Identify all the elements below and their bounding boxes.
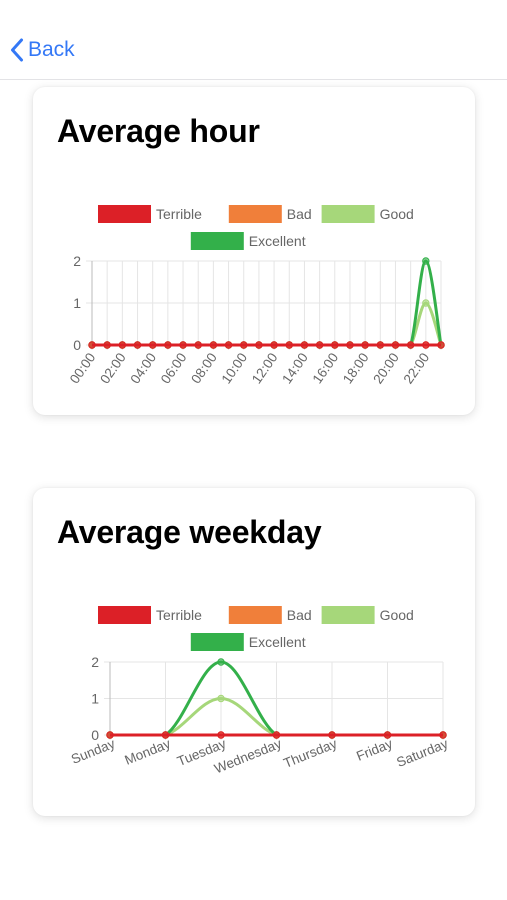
x-tick-label: 20:00 xyxy=(370,350,402,386)
data-point-terrible xyxy=(148,341,157,349)
data-point-terrible xyxy=(437,341,445,349)
data-point-terrible xyxy=(272,731,281,739)
legend-swatch-terrible xyxy=(98,205,151,223)
data-point-terrible xyxy=(118,341,127,349)
y-tick-label: 1 xyxy=(73,295,81,311)
x-tick-label: 16:00 xyxy=(310,350,342,386)
x-tick-label: 18:00 xyxy=(340,350,372,386)
x-tick-label: 08:00 xyxy=(188,350,220,386)
legend-label-bad: Bad xyxy=(287,206,312,222)
average-hour-chart: Terrible Bad Good Excellent 0 1 2 00:0002:0004:… xyxy=(67,205,445,386)
data-point-terrible xyxy=(240,341,248,349)
data-point-terrible xyxy=(328,731,336,739)
data-point-terrible xyxy=(331,341,339,349)
card-title: Average weekday xyxy=(57,514,322,550)
data-point-good xyxy=(422,299,430,307)
average-weekday-card: Average weekday Terrible Bad Good Excellent… xyxy=(33,488,475,816)
legend-label-excellent: Excellent xyxy=(249,634,306,650)
data-point-terrible xyxy=(161,731,170,739)
legend-swatch-good xyxy=(321,606,375,624)
legend-swatch-good xyxy=(321,205,375,223)
y-tick-label: 0 xyxy=(73,337,81,353)
data-point-terrible xyxy=(194,341,202,349)
x-tick-label: Monday xyxy=(122,736,172,768)
x-tick-label: 22:00 xyxy=(401,350,433,386)
legend-swatch-terrible xyxy=(98,606,151,624)
data-point-terrible xyxy=(133,341,142,349)
series-line-good xyxy=(91,301,443,347)
x-tick-label: Friday xyxy=(354,736,395,764)
data-point-terrible xyxy=(217,731,225,739)
legend-label-excellent: Excellent xyxy=(249,233,306,249)
data-point-terrible xyxy=(383,731,392,739)
data-point-terrible xyxy=(422,341,430,349)
x-tick-label: Saturday xyxy=(394,736,450,770)
x-tick-label: 14:00 xyxy=(279,350,311,386)
data-point-terrible xyxy=(106,731,114,739)
x-tick-label: 02:00 xyxy=(97,350,129,386)
legend-label-good: Good xyxy=(380,206,414,222)
data-point-excellent xyxy=(217,658,225,666)
y-tick-label: 1 xyxy=(91,691,99,707)
navigation-bar: Back xyxy=(0,0,507,80)
card-title: Average hour xyxy=(57,113,260,149)
y-tick-label: 2 xyxy=(73,253,81,269)
y-tick-label: 0 xyxy=(91,727,99,743)
data-point-terrible xyxy=(346,341,354,349)
data-point-terrible xyxy=(88,341,96,349)
data-point-terrible xyxy=(361,341,369,349)
data-point-terrible xyxy=(439,731,447,739)
legend-swatch-bad xyxy=(228,606,282,624)
data-point-good xyxy=(217,694,225,703)
data-point-terrible xyxy=(300,341,309,349)
chevron-left-icon xyxy=(11,38,23,62)
data-point-terrible xyxy=(255,341,263,349)
data-point-terrible xyxy=(103,341,111,349)
y-tick-label: 2 xyxy=(91,654,99,670)
x-tick-label: 04:00 xyxy=(127,350,159,386)
x-tick-label: Thursday xyxy=(281,736,339,771)
data-point-excellent xyxy=(422,257,430,265)
data-point-terrible xyxy=(315,341,324,349)
data-point-terrible xyxy=(391,341,400,349)
x-tick-label: 06:00 xyxy=(158,350,190,386)
data-point-terrible xyxy=(270,341,278,349)
legend-label-terrible: Terrible xyxy=(156,607,202,623)
legend-swatch-bad xyxy=(228,205,282,223)
data-point-terrible xyxy=(285,341,293,349)
data-point-terrible xyxy=(406,341,415,349)
average-hour-card: Average hour Terrible Bad Good Excellent 0 1 2… xyxy=(33,87,475,415)
legend-label-bad: Bad xyxy=(287,607,312,623)
x-tick-label: 12:00 xyxy=(249,350,281,386)
data-point-terrible xyxy=(209,341,218,349)
data-point-terrible xyxy=(376,341,385,349)
x-tick-label: 00:00 xyxy=(67,350,99,386)
back-button[interactable]: Back xyxy=(10,38,75,62)
legend-swatch-excellent xyxy=(190,633,244,651)
x-tick-label: 10:00 xyxy=(219,350,251,386)
data-point-terrible xyxy=(179,341,187,349)
legend-label-good: Good xyxy=(380,607,414,623)
data-point-terrible xyxy=(224,341,233,349)
data-point-terrible xyxy=(164,341,172,349)
legend-label-terrible: Terrible xyxy=(156,206,202,222)
legend-swatch-excellent xyxy=(190,232,244,250)
back-label: Back xyxy=(28,38,75,61)
